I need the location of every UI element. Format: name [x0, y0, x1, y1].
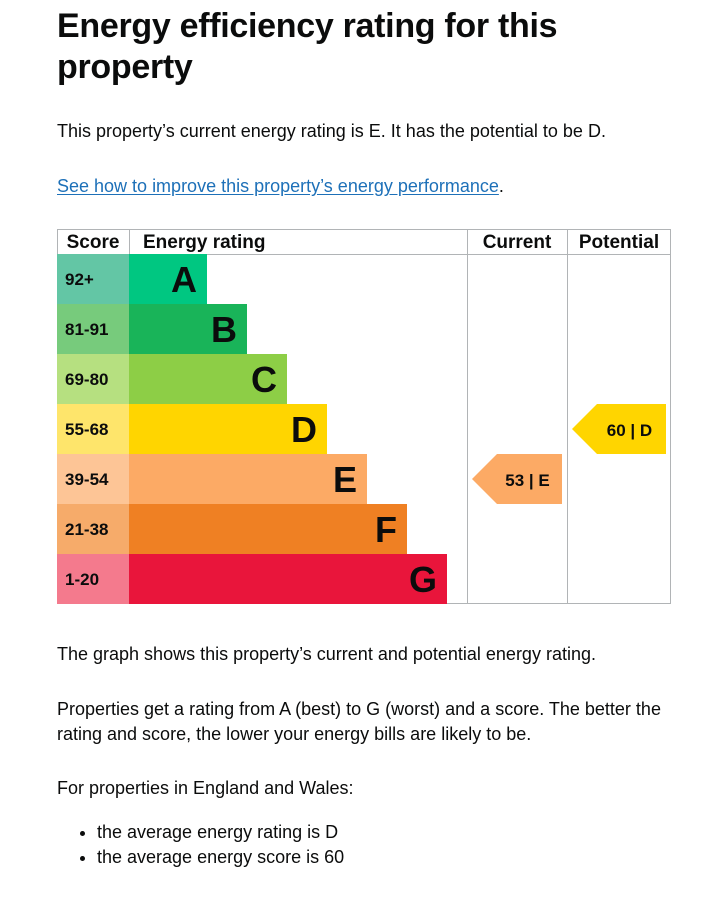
- current-rating-label: 53 | E: [505, 471, 549, 490]
- score-label-d: 55-68: [65, 420, 108, 439]
- rating-letter-e: E: [333, 459, 357, 500]
- average-score-item: the average energy score is 60: [97, 845, 344, 870]
- improve-energy-link[interactable]: See how to improve this property’s energ…: [57, 176, 499, 196]
- improve-paragraph: See how to improve this property’s energ…: [57, 174, 682, 199]
- score-label-f: 21-38: [65, 520, 108, 539]
- graph-caption: The graph shows this property’s current …: [57, 644, 596, 664]
- rating-bar-a: [129, 254, 207, 304]
- averages-list: the average energy rating is D the avera…: [57, 820, 344, 870]
- header-energy-rating: Energy rating: [143, 232, 265, 253]
- energy-rating-chart: Score Energy rating Current Potential 92+ A 81…: [57, 229, 671, 604]
- score-label-b: 81-91: [65, 320, 108, 339]
- potential-rating-arrow: [572, 404, 666, 454]
- score-label-g: 1-20: [65, 570, 99, 589]
- rating-bar-b: [129, 304, 247, 354]
- rating-letter-g: G: [409, 559, 437, 600]
- rating-bar-e: [129, 454, 367, 504]
- header-potential: Potential: [579, 232, 659, 253]
- score-label-c: 69-80: [65, 370, 108, 389]
- score-label-e: 39-54: [65, 470, 109, 489]
- score-cell-f: [57, 504, 129, 554]
- score-cell-b: [57, 304, 129, 354]
- rating-bar-f: [129, 504, 407, 554]
- header-score: Score: [67, 232, 120, 253]
- rating-explanation: Properties get a rating from A (best) to…: [57, 699, 661, 744]
- rating-letter-a: A: [171, 259, 197, 300]
- header-current: Current: [483, 232, 552, 253]
- england-wales-intro: For properties in England and Wales:: [57, 778, 354, 798]
- rating-letter-b: B: [211, 309, 237, 350]
- current-rating-arrow: [472, 454, 562, 504]
- rating-bar-g: [129, 554, 447, 604]
- score-cell-g: [57, 554, 129, 604]
- score-cell-d: [57, 404, 129, 454]
- average-rating-item: the average energy rating is D: [97, 820, 344, 845]
- page-title: Energy efficiency rating for this proper…: [57, 7, 558, 86]
- score-cell-a: [57, 254, 129, 304]
- improve-link-suffix: .: [498, 176, 504, 196]
- rating-summary: This property’s current energy rating is…: [57, 121, 606, 141]
- score-cell-c: [57, 354, 129, 404]
- rating-bar-d: [129, 404, 327, 454]
- rating-bar-c: [129, 354, 287, 404]
- rating-letter-d: D: [291, 409, 317, 450]
- rating-letter-c: C: [251, 359, 277, 400]
- potential-rating-label: 60 | D: [607, 421, 652, 440]
- rating-letter-f: F: [375, 509, 397, 550]
- score-cell-e: [57, 454, 129, 504]
- score-label-a: 92+: [65, 270, 94, 289]
